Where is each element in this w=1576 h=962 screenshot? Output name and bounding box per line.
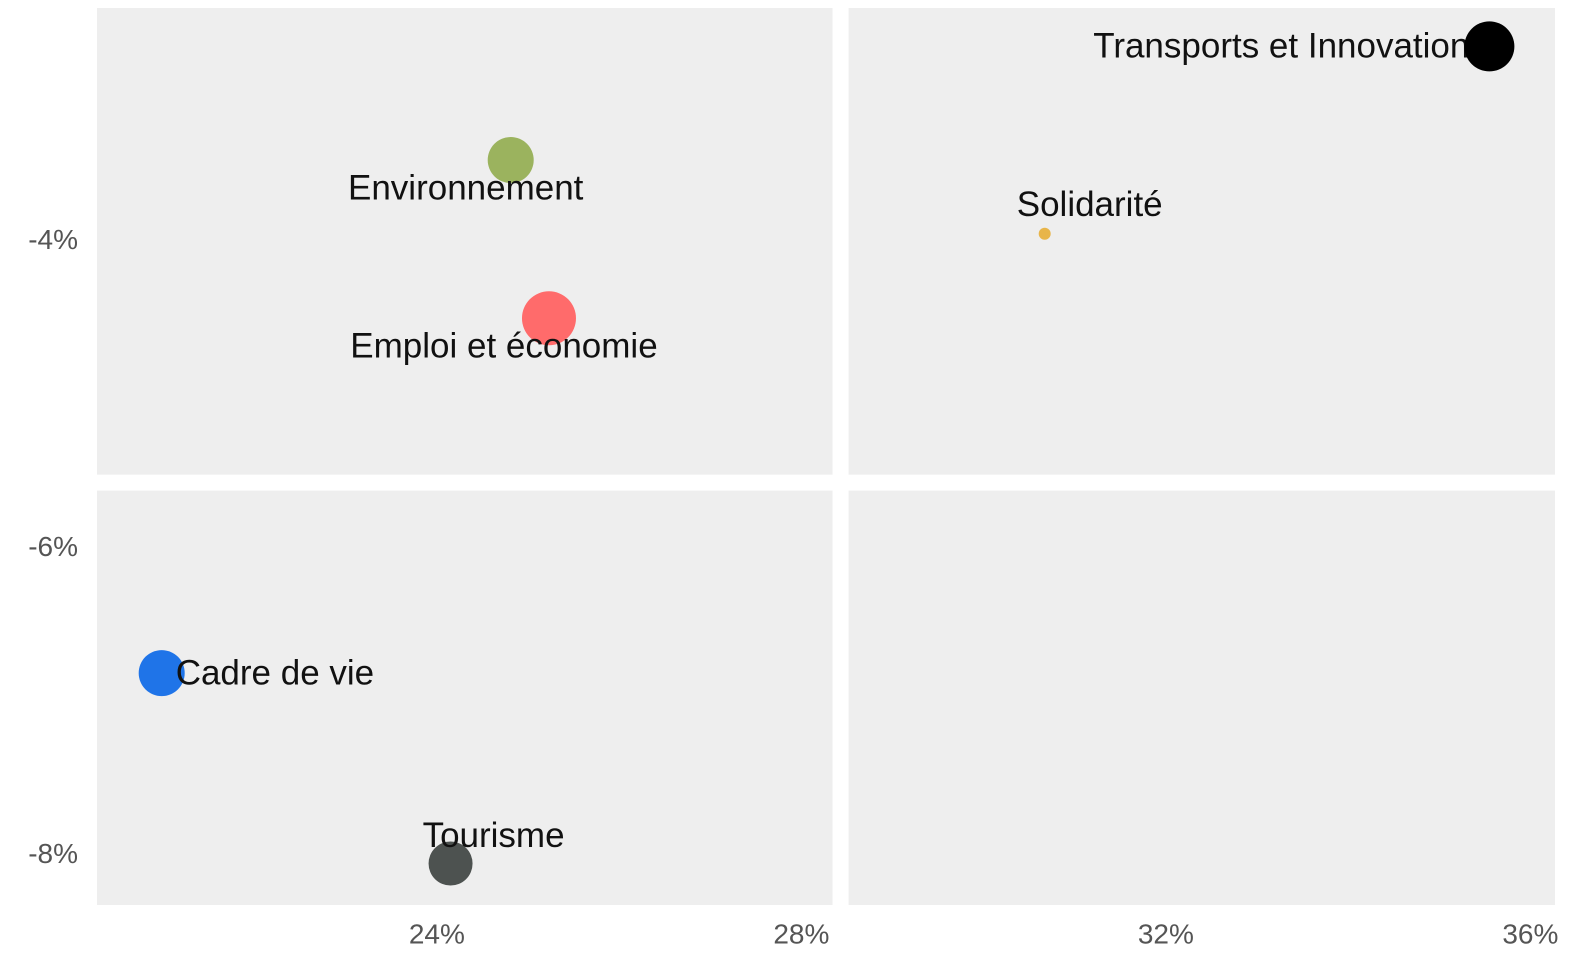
point-label: Environnement [348,168,584,207]
y-tick-label: -6% [28,531,78,562]
x-tick-label: 32% [1138,918,1194,949]
point-label: Tourisme [423,816,565,855]
point-label: Transports et Innovation [1093,27,1469,66]
bubble [138,650,185,697]
point-label: Cadre de vie [176,653,374,692]
bubble [521,291,576,346]
x-tick-label: 24% [409,918,465,949]
point-label: Solidarité [1017,185,1163,224]
x-tick-label: 28% [773,918,829,949]
y-tick-label: -4% [28,224,78,255]
bubble [1038,227,1051,240]
y-tick-label: -8% [28,838,78,869]
bubble [428,841,473,886]
quadrant-panel [848,490,1555,905]
quadrant-panel [848,8,1555,475]
quadrant-panel [97,490,833,905]
x-tick-label: 36% [1502,918,1558,949]
quadrant-panel [97,8,833,475]
bubble [1464,21,1515,72]
bubble [487,137,534,184]
point-label: Emploi et économie [350,327,657,366]
